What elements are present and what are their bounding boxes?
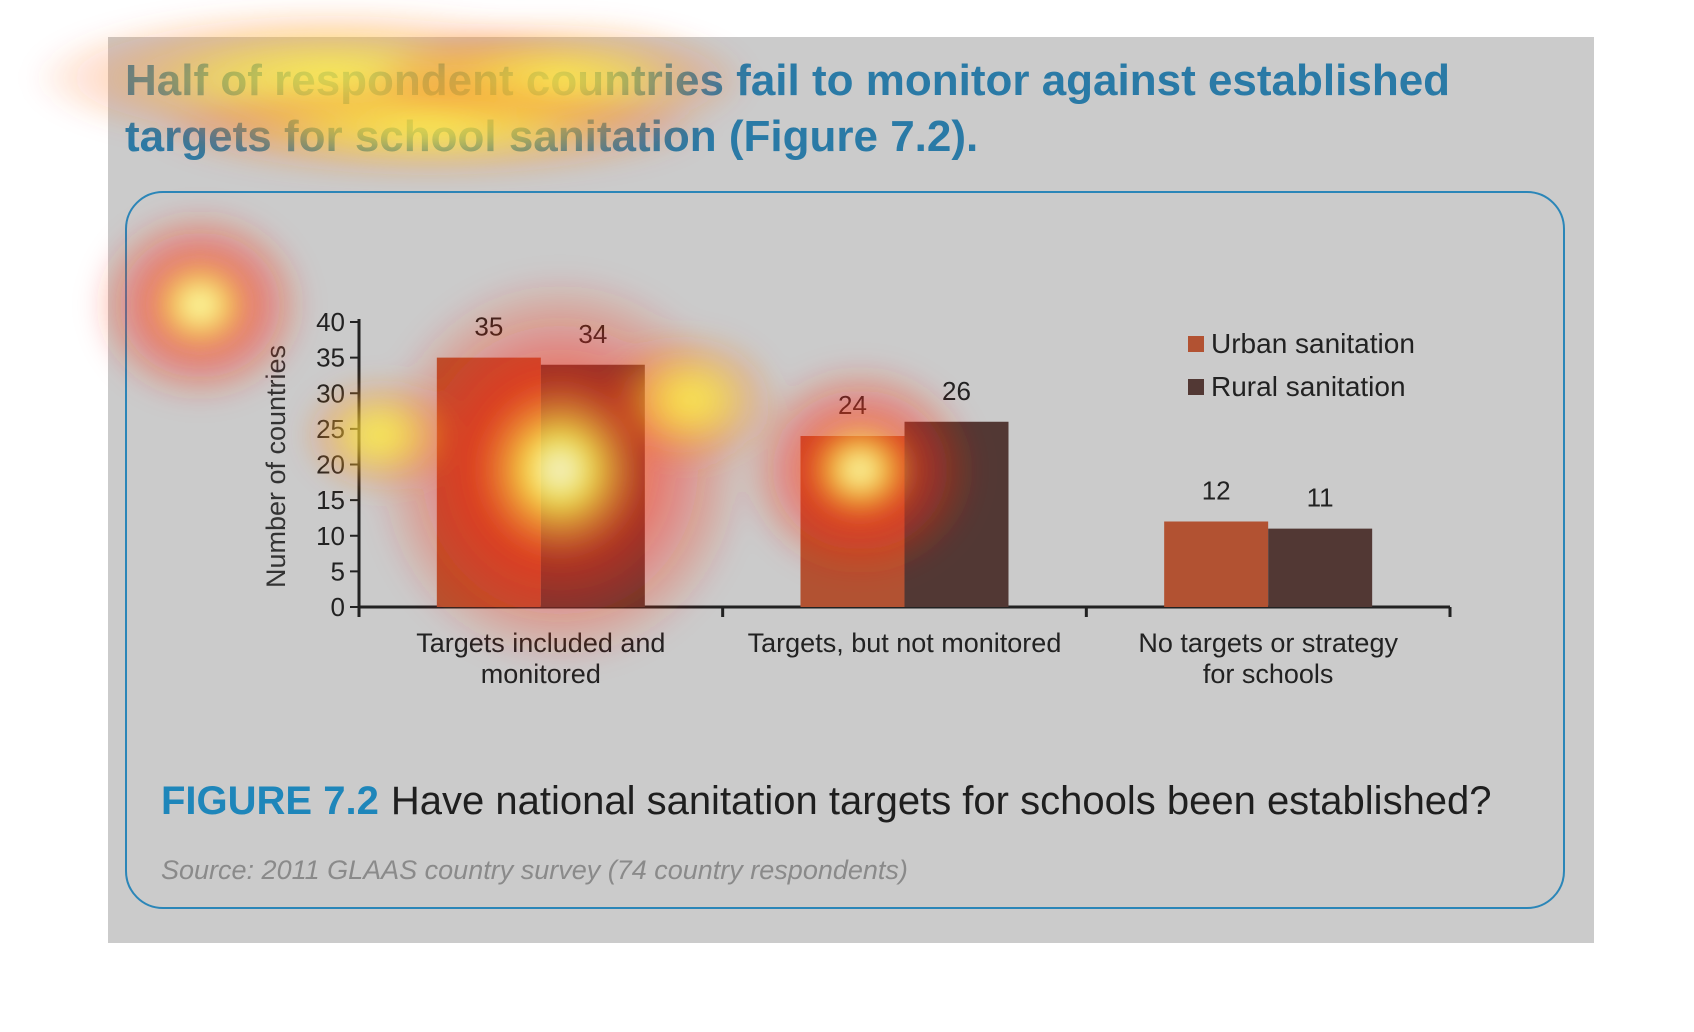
x-category-label: monitored [481, 659, 601, 689]
y-tick-label: 30 [316, 378, 345, 408]
bar-rural [540, 364, 645, 607]
y-tick-label: 25 [316, 414, 345, 444]
bar-urban [436, 357, 541, 607]
figure-panel: Half of respondent countries fail to mon… [108, 37, 1594, 943]
x-category-label: Targets included and [416, 628, 665, 658]
y-tick-label: 10 [316, 521, 345, 551]
data-label: 24 [838, 390, 867, 420]
data-label: 26 [942, 376, 971, 406]
figure-caption-text: Have national sanitation targets for sch… [390, 779, 1492, 823]
y-tick-label: 40 [316, 307, 345, 337]
y-axis-title: Number of countries [261, 345, 291, 588]
legend-swatch-urban [1188, 336, 1204, 352]
figure-number: FIGURE 7.2 [161, 779, 379, 823]
data-label: 12 [1202, 476, 1231, 506]
bar-rural [1268, 528, 1373, 607]
bar-rural [904, 421, 1009, 607]
legend-label: Rural sanitation [1211, 371, 1406, 402]
figure-caption: FIGURE 7.2 Have national sanitation targe… [161, 779, 1492, 824]
bar-urban [800, 436, 905, 607]
data-label: 35 [474, 312, 503, 342]
y-tick-label: 5 [331, 556, 345, 586]
data-label: 11 [1307, 483, 1334, 513]
y-tick-label: 20 [316, 450, 345, 480]
figure-source: Source: 2011 GLAAS country survey (74 co… [161, 855, 908, 885]
y-tick-label: 0 [331, 592, 345, 622]
x-category-label: No targets or strategy [1138, 628, 1398, 658]
x-category-label: Targets, but not monitored [748, 628, 1062, 658]
x-category-label: for schools [1203, 659, 1334, 689]
legend-swatch-rural [1188, 379, 1204, 395]
y-tick-label: 15 [316, 485, 345, 515]
data-label: 34 [578, 319, 607, 349]
legend-label: Urban sanitation [1211, 328, 1415, 359]
figure-box [125, 191, 1565, 909]
bar-urban [1164, 521, 1269, 607]
y-tick-label: 35 [316, 343, 345, 373]
